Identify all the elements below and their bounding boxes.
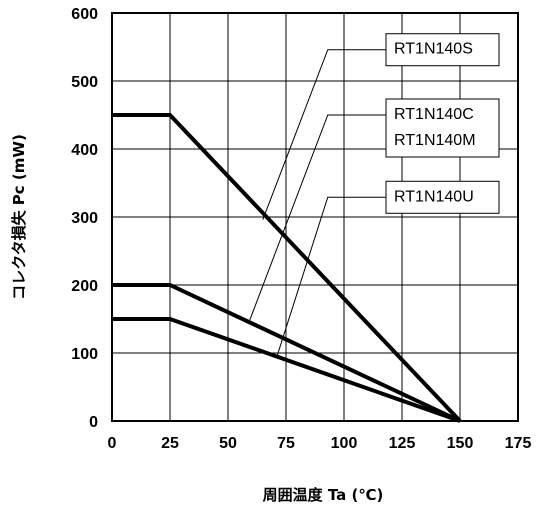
annotation-leaders [248,49,386,358]
y-tick-label: 500 [71,74,98,91]
annotation-box [385,180,500,214]
annotation-label: RT1N140S [394,41,473,58]
annotation-label: RT1N140U [394,188,474,205]
x-tick-labels: 0 25 50 75 100 125 150 175 [108,435,532,452]
x-tick-label: 100 [331,435,358,452]
grid [112,13,518,421]
y-axis-title: コレクタ損失 Pc (mW) [10,134,28,300]
x-tick-label: 75 [277,435,295,452]
x-tick-label: 150 [447,435,474,452]
x-tick-label: 175 [505,435,532,452]
x-axis-title: 周囲温度 Ta (℃) [263,486,384,504]
annotation-box [385,33,500,67]
x-tick-label: 0 [108,435,117,452]
leader-line [276,196,386,358]
y-tick-label: 200 [71,278,98,295]
leader-line [248,114,386,323]
x-tick-label: 125 [389,435,416,452]
annotation-label: RT1N140C [394,106,474,123]
y-tick-label: 100 [71,346,98,363]
y-tick-label: 400 [71,142,98,159]
annotation-labels: RT1N140S RT1N140C RT1N140M RT1N140U [385,33,500,214]
series-line [112,113,462,423]
series-line [112,317,461,423]
series-lines [112,113,462,423]
x-tick-label: 50 [219,435,237,452]
y-tick-labels: 0 100 200 300 400 500 600 [71,6,98,431]
annotation-box [385,98,500,158]
plot-frame [111,12,519,422]
series-line [112,283,461,423]
annotation-label: RT1N140M [394,132,476,149]
y-tick-label: 600 [71,6,98,23]
y-tick-label: 0 [89,414,98,431]
leader-line [262,49,386,220]
x-tick-label: 25 [161,435,179,452]
y-tick-label: 300 [71,210,98,227]
